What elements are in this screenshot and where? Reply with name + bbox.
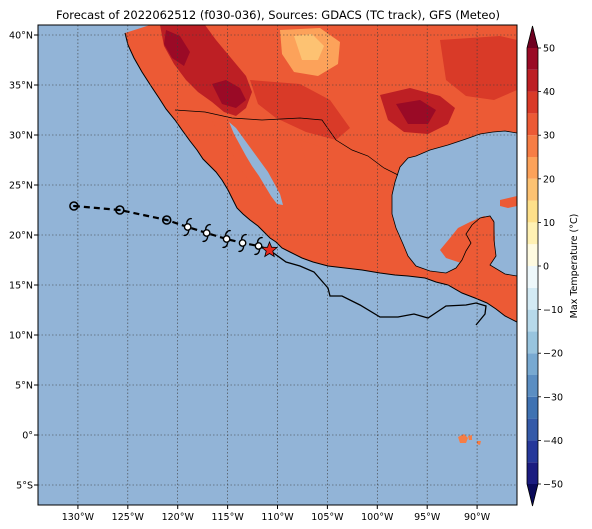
- warm-region-sierra-madre: [300, 140, 360, 222]
- colorbar: 50 40 30 20 10 0 −10 −20 −30 −40 −50: [526, 25, 563, 507]
- cuba: [500, 196, 517, 208]
- colorbar-band: [527, 462, 538, 484]
- hot-region-sonora: [212, 80, 246, 108]
- lon-tick-label: 120°W: [162, 512, 195, 523]
- hurricane-symbol-icon: [254, 236, 264, 256]
- lon-tick-label: 110°W: [261, 512, 294, 523]
- past-position-dot: [72, 205, 75, 207]
- colorbar-band: [527, 91, 538, 114]
- warm-region-plains: [440, 36, 517, 100]
- map-gridlines: [38, 25, 517, 505]
- colorbar-band: [527, 48, 538, 70]
- land-layer: [124, 25, 517, 445]
- colorbar-tick-label: 0: [543, 262, 549, 273]
- colorbar-band: [527, 287, 538, 310]
- colorbar-tick-label: −30: [543, 392, 563, 403]
- pacific-coastline: [124, 32, 517, 323]
- colorbar-under-extension: [527, 484, 538, 506]
- colorbar-band: [527, 375, 538, 397]
- colorbar-band: [527, 222, 538, 245]
- colorbar-tick-label: −10: [543, 305, 563, 316]
- lon-tick-label: 100°W: [361, 512, 394, 523]
- yucatan-peninsula: [440, 216, 495, 266]
- map-axis-ticks: 130°W 125°W 120°W 115°W 110°W 105°W 100°W 95°W 9…: [9, 31, 491, 524]
- lat-tick-label: 35°N: [9, 81, 33, 92]
- colorbar-band: [527, 266, 538, 288]
- past-position-marker: [69, 201, 79, 211]
- lon-tick-label: 115°W: [211, 512, 244, 523]
- colorbar-band: [527, 418, 538, 441]
- us-mexico-border: [174, 109, 399, 176]
- gulf-of-california: [229, 122, 283, 205]
- colorbar-band: [527, 440, 538, 463]
- colorbar-band: [527, 69, 538, 92]
- colorbar-band: [527, 113, 538, 136]
- colorbar-over-extension: [527, 26, 538, 48]
- past-position-dot: [165, 219, 168, 221]
- hurricane-symbol-icon: [238, 233, 248, 253]
- colorbar-band: [527, 135, 538, 157]
- colorbar-tick-label: −20: [543, 349, 563, 360]
- colorbar-band: [527, 178, 538, 201]
- past-position-dot: [118, 209, 121, 211]
- colorbar-band: [527, 200, 538, 223]
- tc-track: [69, 201, 279, 258]
- colorbar-band: [527, 157, 538, 179]
- projected-path-line: [267, 248, 487, 326]
- hot-region-death-valley: [164, 30, 190, 66]
- lat-tick-label: 5°N: [15, 381, 33, 392]
- lon-tick-label: 95°W: [414, 512, 441, 523]
- past-position-marker: [161, 215, 172, 225]
- lon-tick-label: 105°W: [311, 512, 344, 523]
- baja-california: [212, 121, 270, 200]
- figure-title: Forecast of 2022062512 (f030-036), Sourc…: [56, 8, 500, 22]
- hurricane-symbol-icon: [202, 223, 212, 243]
- colorbar-tick-label: 10: [543, 218, 555, 229]
- colorbar-label: Max Temperature (°C): [569, 214, 580, 319]
- lat-tick-label: 15°N: [9, 281, 33, 292]
- current-position-star-icon: [260, 240, 279, 258]
- colorbar-band: [527, 244, 538, 266]
- cool-region-rockies: [294, 34, 324, 60]
- lat-tick-label: 25°N: [9, 181, 33, 192]
- lat-tick-label: 30°N: [9, 131, 33, 142]
- lon-tick-label: 130°W: [62, 512, 95, 523]
- colorbar-tick-label: 20: [543, 174, 555, 185]
- hurricane-symbol-icon: [183, 217, 193, 237]
- gulf-coastline: [391, 130, 517, 277]
- lat-tick-label: 40°N: [9, 31, 33, 42]
- map-panel: 130°W 125°W 120°W 115°W 110°W 105°W 100°W 95°W 9…: [9, 24, 518, 524]
- lat-tick-label: 0°: [22, 431, 33, 442]
- colorbar-band: [527, 309, 538, 332]
- colorbar-band: [527, 396, 538, 419]
- colorbar-tick-label: 50: [543, 44, 555, 55]
- colorbar-tick-label: 30: [543, 131, 555, 142]
- colorbar-band: [527, 353, 538, 375]
- colorbar-tick-label: −50: [543, 480, 563, 491]
- hurricane-symbol-icon: [222, 229, 232, 249]
- colorbar-tick-label: 40: [543, 87, 555, 98]
- colorbar-tick-label: −40: [543, 436, 563, 447]
- lon-tick-label: 90°W: [464, 512, 491, 523]
- past-position-marker: [115, 205, 125, 215]
- hot-region-texas-core: [396, 100, 436, 124]
- colorbar-band: [527, 331, 538, 354]
- warm-region-central-mx: [250, 80, 350, 140]
- galapagos-islands: [458, 434, 481, 445]
- lat-tick-label: 20°N: [9, 231, 33, 242]
- lat-tick-label: 5°S: [16, 481, 33, 492]
- lat-tick-label: 10°N: [9, 331, 33, 342]
- lon-tick-label: 125°W: [112, 512, 145, 523]
- gulf-of-mexico: [392, 131, 517, 276]
